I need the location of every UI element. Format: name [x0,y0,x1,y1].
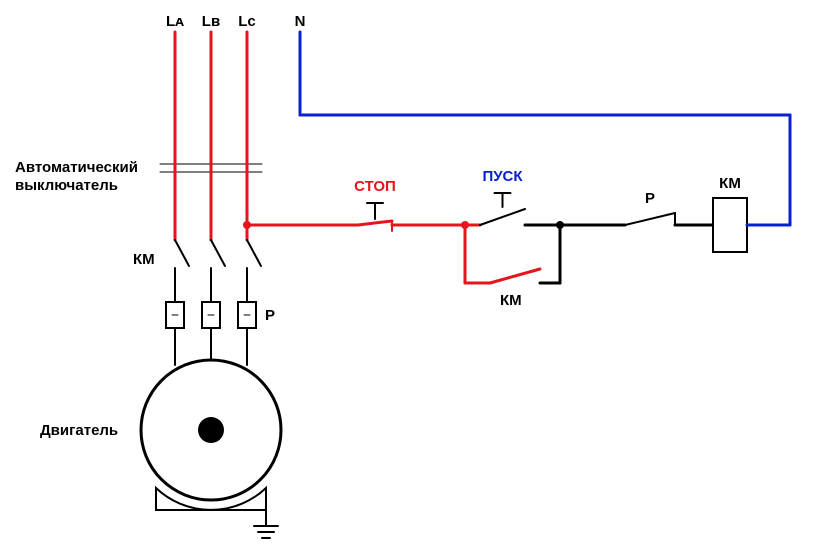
label-lc: Lᴄ [238,13,256,30]
label-p-contact: Р [645,190,655,207]
label-lb: Lʙ [202,13,220,30]
line-elem [211,240,225,266]
line-elem [175,240,189,266]
line-elem [247,240,261,266]
line-elem [358,221,392,225]
km-coil [713,198,747,252]
label-breaker1: Автоматический [15,159,138,176]
label-start: ПУСК [482,168,523,185]
line-elem [625,213,675,225]
label-n: N [295,13,306,30]
label-p-relay: Р [265,307,275,324]
label-breaker2: выключатель [15,177,118,194]
circle-elem [243,221,251,229]
line-elem [480,209,525,225]
circle-elem [556,221,564,229]
label-la: Lᴀ [166,13,184,30]
label-km-coil: КМ [719,175,741,192]
label-stop: СТОП [354,178,396,195]
label-km-main: КМ [133,251,155,268]
label-motor: Двигатель [40,422,118,439]
label-km-aux: КМ [500,292,522,309]
line-elem [490,269,540,283]
circle-elem [198,417,224,443]
